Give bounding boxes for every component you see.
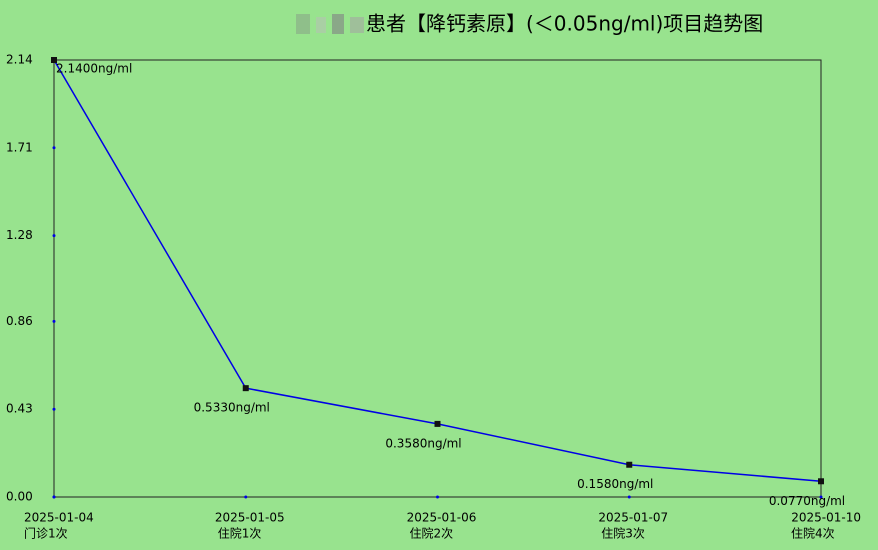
y-tick-label: 0.86	[6, 314, 33, 328]
x-tick-sublabel: 门诊1次	[24, 526, 68, 541]
y-tick-label: 0.43	[6, 402, 33, 416]
x-tick-label: 2025-01-04	[24, 511, 94, 525]
x-tick-sublabel: 住院2次	[410, 527, 454, 541]
value-label: 0.1580ng/ml	[577, 477, 653, 491]
data-point	[51, 57, 57, 63]
value-label: 2.1400ng/ml	[56, 62, 132, 76]
data-point	[818, 478, 824, 485]
x-tick-mark	[52, 495, 56, 499]
x-tick-sublabel: 住院3次	[601, 527, 645, 541]
y-tick-mark	[52, 146, 56, 150]
x-tick-label: 2025-01-07	[598, 511, 668, 525]
data-point	[434, 420, 441, 427]
y-tick-mark	[52, 407, 56, 411]
y-tick-label: 1.71	[6, 140, 33, 154]
x-tick-label: 2025-01-10	[791, 511, 861, 525]
x-tick-sublabel: 住院4次	[791, 527, 835, 541]
blurred-name	[296, 14, 364, 34]
x-tick-mark	[627, 495, 631, 499]
value-label: 0.5330ng/ml	[194, 401, 270, 415]
y-tick-label: 0.00	[6, 490, 33, 504]
x-tick-mark	[819, 495, 823, 499]
y-tick-label: 1.28	[6, 228, 33, 242]
x-tick-sublabel: 住院1次	[218, 527, 262, 541]
data-point	[626, 461, 633, 468]
x-tick-mark	[436, 495, 439, 499]
chart-title: 患者【降钙素原】(＜0.05ng/ml)项目趋势图	[366, 12, 763, 36]
data-point	[242, 385, 249, 392]
y-tick-mark	[52, 234, 56, 238]
y-tick-label: 2.14	[6, 53, 33, 67]
value-label: 0.0770ng/ml	[769, 494, 845, 508]
x-tick-mark	[244, 495, 248, 499]
y-tick-mark	[52, 319, 56, 323]
x-tick-label: 2025-01-05	[215, 511, 285, 525]
value-label: 0.3580ng/ml	[385, 436, 461, 450]
x-tick-label: 2025-01-06	[407, 511, 477, 525]
